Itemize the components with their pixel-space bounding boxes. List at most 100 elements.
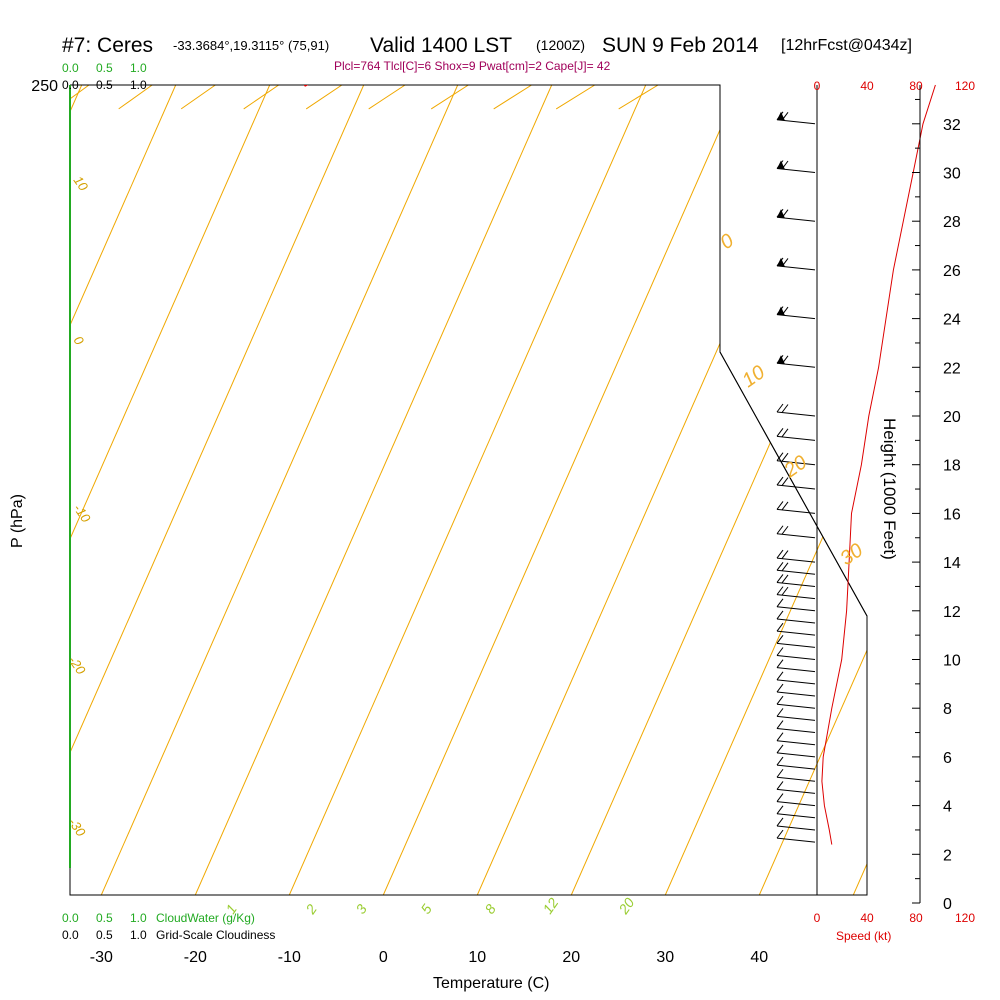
wind-barb: [776, 720, 816, 734]
wind-barb-staff: [776, 569, 816, 575]
cloud-top-black-label: 0.5: [96, 78, 113, 92]
height-tick-label: 4: [943, 799, 952, 816]
temperature-tick-label: 0: [379, 949, 388, 966]
wind-barb-feather: [781, 477, 789, 486]
wind-barb-feather: [781, 550, 789, 559]
dry-adiabat-label: -10: [71, 501, 95, 526]
wind-barb: [776, 574, 816, 587]
wind-barb: [776, 659, 816, 673]
temperature-tick-label: 20: [562, 949, 580, 966]
temperature-tick-label: 40: [750, 949, 768, 966]
wind-barb-staff: [776, 837, 816, 843]
wind-barb-feather: [781, 574, 789, 584]
wind-barb-feather: [776, 586, 784, 595]
wind-barb: [776, 525, 816, 539]
wind-barb-feather: [776, 671, 784, 681]
wind-barb-staff: [776, 581, 816, 587]
height-tick-label: 6: [943, 750, 952, 767]
wind-barb-feather: [776, 635, 784, 644]
cloud-bottom-green-label: 0.0: [62, 911, 79, 925]
cloud-top-black-label: 0.0: [62, 78, 79, 92]
station-coords: -33.3684°,19.3115° (75,91): [173, 38, 329, 53]
dry-adiabat-label: 10: [71, 173, 92, 194]
wind-barb-feather: [776, 428, 784, 437]
cloud-bottom-black-label: 0.0: [62, 928, 79, 942]
forecast-info: [12hrFcst@0434z]: [781, 37, 912, 54]
wind-barb-staff: [776, 691, 816, 697]
wind-barb: [776, 598, 816, 612]
wind-barb: [776, 428, 816, 441]
wind-barb-feather: [776, 756, 784, 766]
cloud-top-green-label: 1.0: [130, 61, 147, 75]
wind-barb: [776, 817, 816, 831]
wind-barb-staff: [776, 825, 816, 831]
wind-barb-feather: [776, 793, 784, 802]
isotherm: [382, 85, 741, 895]
wind-barb-staff: [776, 813, 816, 819]
wind-barb: [776, 829, 816, 843]
wind-barb: [776, 756, 816, 770]
dry-adiabat-label: 0: [71, 333, 88, 348]
wind-barb: [776, 768, 816, 782]
cloud-top-black-label: 1.0: [130, 78, 147, 92]
wind-barb: [776, 744, 816, 758]
moist-adiabat-label: 20: [779, 451, 811, 482]
wind-barb: [776, 257, 816, 271]
wind-barb-feather: [776, 647, 784, 656]
wind-barb-feather: [776, 561, 784, 571]
wind-barb-staff: [776, 618, 816, 624]
wind-barb-staff: [776, 484, 816, 490]
moist-adiabat-label: 10: [738, 361, 769, 392]
speed-top-tick-label: 0: [814, 79, 821, 93]
cloud-bottom-green-label: 1.0: [130, 911, 147, 925]
isotherm: [758, 85, 867, 895]
wind-barb: [776, 501, 816, 514]
wind-speed-line: [821, 84, 936, 845]
wind-barb-staff: [776, 594, 816, 600]
height-tick-label: 22: [943, 360, 961, 377]
wind-barb-staff: [776, 557, 816, 563]
wind-barb: [776, 695, 816, 709]
wind-barb-staff: [776, 508, 816, 514]
wind-barb-feather: [781, 525, 789, 535]
wind-barb-staff: [776, 533, 816, 539]
wind-barb-feather: [776, 452, 784, 462]
wind-barb-staff: [776, 630, 816, 636]
wind-barb-feather: [776, 683, 784, 693]
wind-barb-staff: [776, 776, 816, 782]
wind-barb-feather: [776, 695, 784, 705]
cloud-top-green-label: 0.5: [96, 61, 113, 75]
wind-barb-staff: [776, 606, 816, 612]
wind-barb: [776, 561, 816, 575]
wind-barb-staff: [776, 655, 816, 660]
height-tick-label: 32: [943, 117, 961, 134]
isotherm: [947, 85, 1000, 895]
valid-date: SUN 9 Feb 2014: [602, 34, 759, 57]
wind-barb-feather: [776, 549, 784, 559]
wind-barb-feather: [776, 622, 784, 632]
plot-frame: [69, 84, 868, 896]
cloud-bottom-black-label: 0.5: [96, 928, 113, 942]
wind-barb-feather: [776, 732, 784, 742]
wind-barb: [776, 793, 816, 807]
wind-barb-staff: [776, 642, 816, 648]
wind-barb: [776, 781, 816, 794]
moist-adiabat-label: 30: [836, 539, 867, 570]
y-axis-label: P (hPa): [9, 494, 26, 548]
cloud-top-green-label: 0.0: [62, 61, 79, 75]
wind-barb-staff: [776, 740, 816, 746]
height-tick-label: 24: [943, 312, 961, 329]
wind-barb-staff: [776, 801, 816, 807]
wind-barb-staff: [776, 764, 816, 770]
cloud-bottom-green-label: 0.5: [96, 911, 113, 925]
wind-barb-feather: [776, 659, 784, 668]
background-grid: [70, 85, 1000, 895]
mixing-ratio-label: 2: [302, 901, 320, 918]
temperature-tick-label: 30: [656, 949, 674, 966]
wind-barb-feather: [776, 708, 784, 717]
height-tick-label: 14: [943, 555, 961, 572]
temperature-tick-label: -30: [90, 949, 113, 966]
wind-barb-staff: [776, 752, 816, 758]
wind-barb-feather: [781, 501, 789, 511]
wind-barb-feather: [776, 610, 784, 620]
